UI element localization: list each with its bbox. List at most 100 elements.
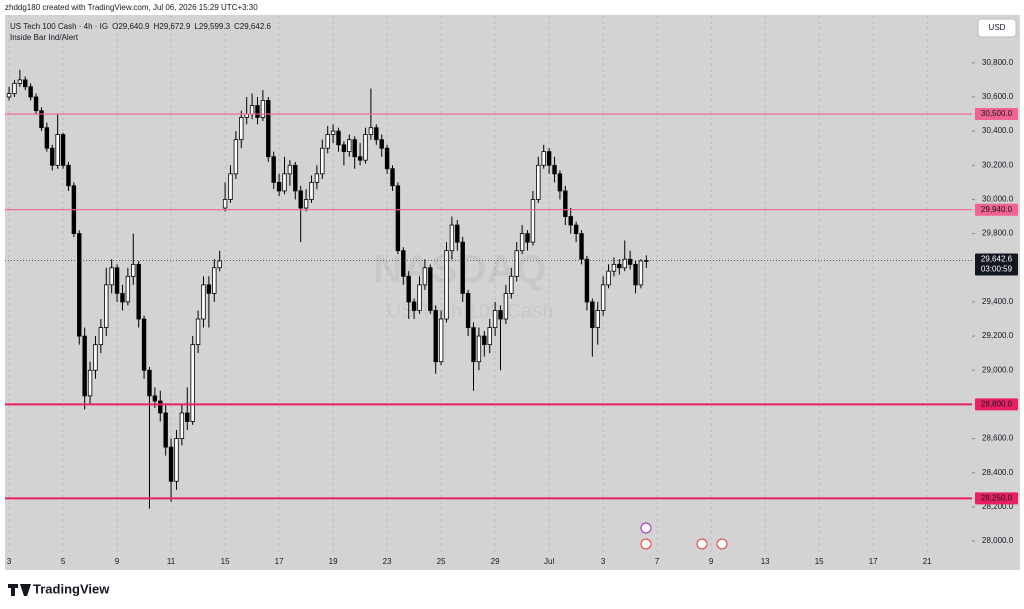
event-icon[interactable] bbox=[640, 538, 652, 550]
y-tick-label: 28,600.0 bbox=[982, 434, 1014, 443]
indicator: Inside Bar Ind/Alert bbox=[10, 33, 79, 42]
countdown: 03:00:59 bbox=[981, 265, 1013, 274]
x-tick-label: 5 bbox=[61, 557, 66, 566]
candle-body bbox=[541, 151, 546, 166]
candle-body bbox=[384, 147, 390, 170]
candle-body bbox=[174, 438, 179, 482]
candle-body bbox=[168, 446, 174, 482]
candle-body bbox=[212, 267, 217, 294]
candle-body bbox=[136, 263, 141, 320]
level-label: 28,800.0 bbox=[981, 400, 1013, 409]
candle-body bbox=[536, 164, 541, 200]
candle-body bbox=[401, 250, 406, 277]
x-tick-label: 9 bbox=[709, 557, 714, 566]
y-tick-label: 29,800.0 bbox=[982, 229, 1014, 238]
candle-body bbox=[590, 301, 595, 328]
candle-body bbox=[266, 99, 271, 158]
candle-body bbox=[330, 130, 336, 135]
brand-logo bbox=[8, 584, 31, 596]
event-icon[interactable] bbox=[696, 538, 708, 550]
candle-body bbox=[293, 164, 298, 192]
candle-body bbox=[314, 173, 320, 183]
close: C29,642.6 bbox=[234, 22, 271, 31]
x-tick-label: 9 bbox=[115, 557, 120, 566]
candle-body bbox=[50, 147, 55, 166]
candle-body bbox=[255, 105, 260, 118]
y-tick-label: 29,000.0 bbox=[982, 365, 1014, 374]
candle-body bbox=[379, 139, 384, 149]
candle-body bbox=[287, 164, 293, 175]
candle-body bbox=[633, 263, 638, 286]
candle-body bbox=[131, 263, 136, 277]
candle-body bbox=[352, 139, 357, 158]
y-tick-label: 28,400.0 bbox=[982, 468, 1014, 477]
candle-body bbox=[606, 270, 611, 286]
y-tick-label: 30,200.0 bbox=[982, 160, 1014, 169]
level-label: 29,940.0 bbox=[981, 205, 1013, 214]
candle-body bbox=[298, 190, 303, 209]
candle-body bbox=[422, 267, 428, 286]
candle-body bbox=[482, 335, 487, 346]
candle-body bbox=[222, 199, 228, 209]
currency[interactable]: USD bbox=[989, 23, 1006, 32]
candle-body bbox=[114, 267, 120, 294]
candle-body bbox=[141, 318, 147, 371]
candle-body bbox=[595, 310, 600, 328]
candle-body bbox=[93, 344, 98, 371]
x-tick-label: 21 bbox=[923, 557, 932, 566]
y-tick-label: 28,000.0 bbox=[982, 536, 1014, 545]
candle-body bbox=[201, 284, 206, 320]
x-tick-label: 15 bbox=[221, 557, 230, 566]
candle-body bbox=[120, 292, 125, 303]
candle-body bbox=[530, 199, 536, 243]
candle-body bbox=[185, 412, 190, 422]
candle-body bbox=[239, 117, 244, 141]
candle-body bbox=[158, 400, 163, 414]
candle-body bbox=[568, 216, 573, 226]
currency-button[interactable] bbox=[977, 18, 1017, 38]
candle-body bbox=[12, 82, 17, 94]
level-label: 28,250.0 bbox=[981, 493, 1013, 502]
x-tick-label: 3 bbox=[601, 557, 606, 566]
candle-body bbox=[228, 173, 233, 200]
plot bbox=[5, 69, 972, 509]
x-tick-label: 19 bbox=[329, 557, 338, 566]
candle-body bbox=[217, 260, 222, 269]
candle-body bbox=[357, 156, 363, 161]
x-tick-label: 13 bbox=[761, 557, 770, 566]
candle-body bbox=[627, 258, 633, 265]
level-label-box bbox=[975, 398, 1018, 411]
event-icon[interactable] bbox=[640, 522, 652, 534]
candle-body bbox=[82, 335, 87, 397]
candle-body bbox=[260, 99, 266, 118]
candle-body bbox=[573, 224, 579, 235]
y-tick-label: 30,600.0 bbox=[982, 92, 1014, 101]
candle-body bbox=[125, 275, 131, 303]
candle-body bbox=[336, 130, 341, 146]
candle-body bbox=[179, 412, 185, 439]
candle-body bbox=[320, 147, 325, 175]
x-tick-label: 7 bbox=[655, 557, 660, 566]
y-tick-label: 30,400.0 bbox=[982, 126, 1014, 135]
candle-body bbox=[325, 134, 330, 149]
candle-body bbox=[525, 233, 530, 243]
watermark: NASDAQ bbox=[373, 248, 546, 292]
event-icon[interactable] bbox=[716, 538, 728, 550]
candle-body bbox=[465, 292, 471, 328]
x-tick-label: 17 bbox=[869, 557, 878, 566]
legend: US Tech 100 Cash · 4h · IG O29,640.9 H29,6… bbox=[10, 22, 271, 31]
candle-body bbox=[428, 267, 433, 311]
y-tick-label: 29,400.0 bbox=[982, 297, 1014, 306]
y-tick-label: 30,000.0 bbox=[982, 195, 1014, 204]
x-tick-label: 17 bbox=[275, 557, 284, 566]
candle-body bbox=[390, 168, 395, 187]
credit: zhddg180 created with TradingView.com, J… bbox=[5, 3, 258, 12]
candle-body bbox=[6, 93, 12, 98]
candle-body bbox=[271, 156, 276, 183]
candle-body bbox=[33, 96, 39, 112]
candle-body bbox=[66, 164, 71, 187]
level-label: 30,500.0 bbox=[981, 109, 1013, 118]
candle-body bbox=[617, 263, 622, 269]
candle-body bbox=[104, 284, 109, 328]
candle-body bbox=[309, 181, 314, 200]
